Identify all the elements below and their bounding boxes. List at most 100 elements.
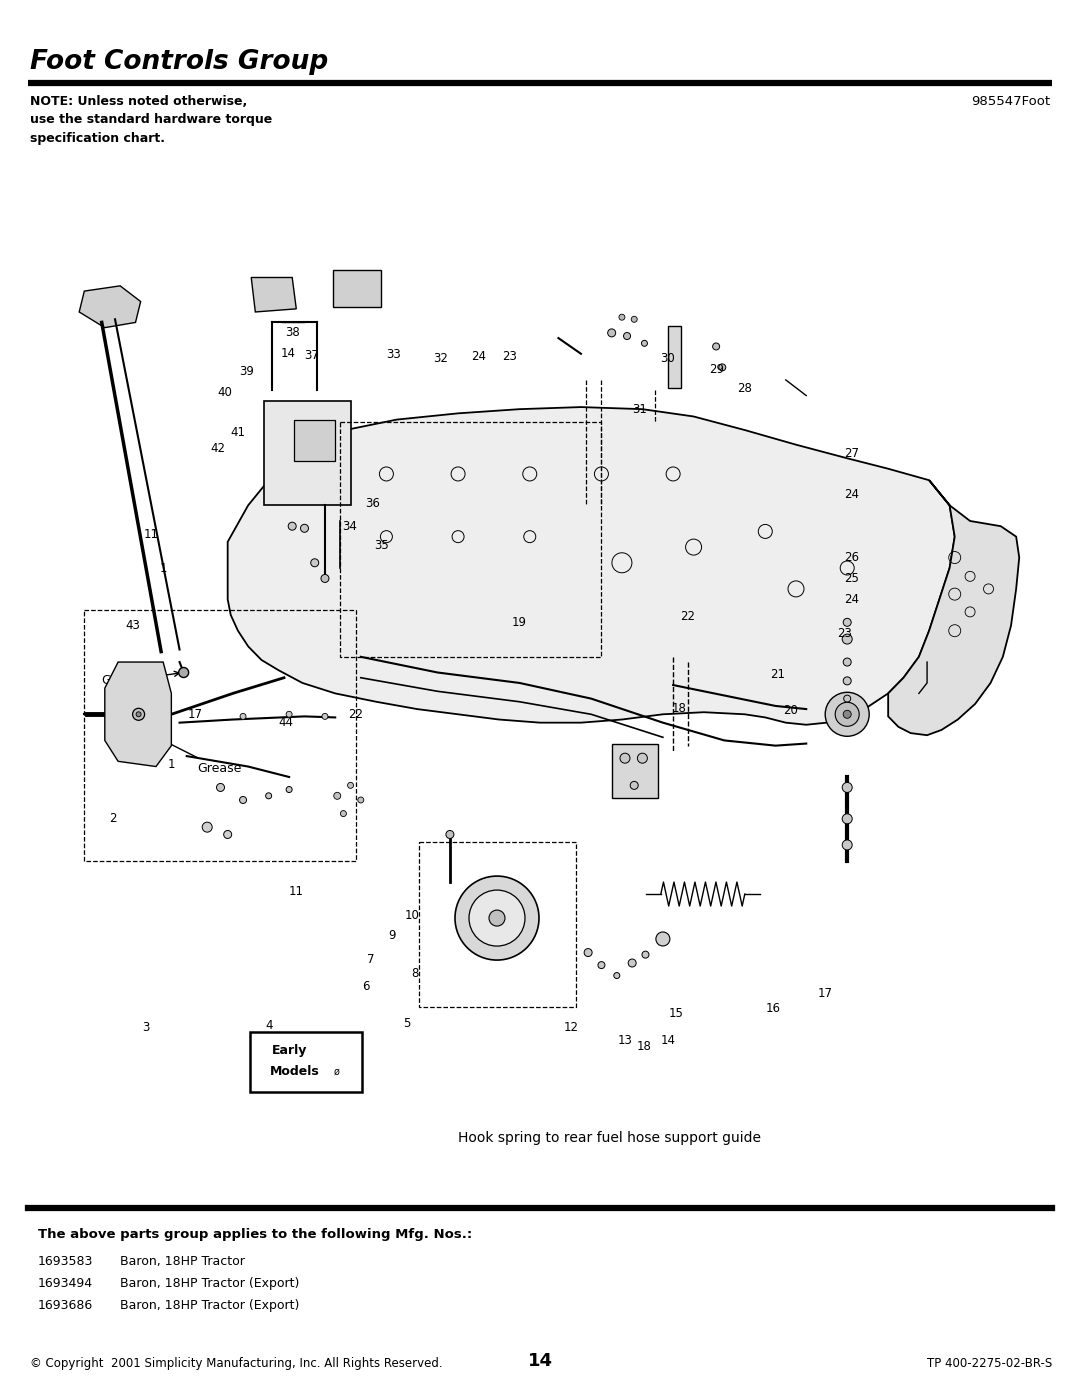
Circle shape — [286, 711, 292, 717]
Text: 10: 10 — [405, 909, 419, 922]
Text: 40: 40 — [217, 386, 232, 400]
Circle shape — [825, 693, 869, 736]
Text: 7: 7 — [367, 953, 375, 967]
Circle shape — [843, 619, 851, 626]
Circle shape — [842, 634, 852, 644]
Circle shape — [240, 714, 246, 719]
Circle shape — [446, 830, 454, 838]
Text: 30: 30 — [661, 352, 675, 366]
Text: 1: 1 — [160, 562, 167, 574]
Text: 44: 44 — [279, 717, 294, 729]
Circle shape — [348, 782, 353, 788]
Text: 985547Foot: 985547Foot — [971, 95, 1050, 108]
Circle shape — [489, 909, 505, 926]
Text: The above parts group applies to the following Mfg. Nos.:: The above parts group applies to the fol… — [38, 1228, 472, 1241]
Text: 22: 22 — [348, 708, 363, 721]
Text: 11: 11 — [288, 886, 303, 898]
Circle shape — [334, 792, 341, 799]
Text: 1693686: 1693686 — [38, 1299, 93, 1312]
Text: 38: 38 — [285, 327, 299, 339]
Circle shape — [629, 958, 636, 967]
Circle shape — [133, 708, 145, 721]
Text: 1693583: 1693583 — [38, 1255, 93, 1268]
Text: 2: 2 — [109, 812, 117, 826]
Circle shape — [631, 316, 637, 323]
Circle shape — [843, 710, 851, 718]
Circle shape — [637, 753, 647, 763]
Circle shape — [623, 332, 631, 339]
Polygon shape — [294, 419, 335, 461]
Text: 17: 17 — [818, 986, 833, 1000]
Circle shape — [619, 314, 625, 320]
Polygon shape — [333, 270, 381, 307]
Text: 43: 43 — [125, 619, 140, 631]
Circle shape — [240, 796, 246, 803]
Text: Grease: Grease — [102, 672, 179, 687]
Circle shape — [842, 840, 852, 849]
Text: 42: 42 — [210, 443, 225, 455]
Circle shape — [598, 961, 605, 968]
Text: 29: 29 — [708, 363, 724, 376]
Text: 19: 19 — [512, 616, 527, 629]
Text: 35: 35 — [374, 538, 389, 552]
Text: 27: 27 — [843, 447, 859, 460]
Circle shape — [288, 522, 296, 531]
Circle shape — [843, 678, 851, 685]
Text: 11: 11 — [144, 528, 159, 541]
Text: 14: 14 — [527, 1352, 553, 1370]
Text: 15: 15 — [669, 1007, 684, 1020]
Text: 20: 20 — [783, 704, 798, 717]
Polygon shape — [79, 286, 140, 328]
Text: ø: ø — [334, 1067, 339, 1077]
Circle shape — [202, 823, 212, 833]
Text: Models: Models — [270, 1065, 320, 1078]
Circle shape — [286, 787, 292, 792]
Text: Baron, 18HP Tractor (Export): Baron, 18HP Tractor (Export) — [120, 1277, 299, 1289]
Circle shape — [321, 574, 329, 583]
Text: 24: 24 — [471, 351, 486, 363]
Text: 1: 1 — [167, 759, 175, 771]
Circle shape — [842, 814, 852, 824]
Text: 14: 14 — [661, 1034, 675, 1046]
Text: 23: 23 — [837, 627, 851, 640]
Circle shape — [216, 784, 225, 792]
Text: Hook spring to rear fuel hose support guide: Hook spring to rear fuel hose support gu… — [458, 1130, 761, 1144]
Circle shape — [656, 932, 670, 946]
Circle shape — [469, 890, 525, 946]
Text: 25: 25 — [843, 571, 859, 585]
Circle shape — [719, 363, 726, 370]
Text: 23: 23 — [502, 351, 516, 363]
Text: 8: 8 — [411, 967, 419, 979]
Circle shape — [340, 810, 347, 817]
Text: 16: 16 — [766, 1003, 781, 1016]
Text: 37: 37 — [305, 349, 319, 362]
Text: TP 400-2275-02-BR-S: TP 400-2275-02-BR-S — [927, 1356, 1052, 1370]
Text: 31: 31 — [632, 402, 647, 416]
Text: 36: 36 — [366, 497, 380, 510]
Text: 13: 13 — [618, 1034, 633, 1046]
Circle shape — [613, 972, 620, 978]
Polygon shape — [105, 662, 172, 767]
Text: NOTE: Unless noted otherwise,
use the standard hardware torque
specification cha: NOTE: Unless noted otherwise, use the st… — [30, 95, 272, 145]
Text: Early: Early — [272, 1045, 308, 1058]
Circle shape — [620, 753, 630, 763]
Circle shape — [266, 793, 272, 799]
Circle shape — [642, 951, 649, 958]
Text: Baron, 18HP Tractor: Baron, 18HP Tractor — [120, 1255, 245, 1268]
Polygon shape — [611, 743, 658, 798]
Text: 22: 22 — [680, 609, 694, 623]
Text: Foot Controls Group: Foot Controls Group — [30, 49, 328, 75]
Text: © Copyright  2001 Simplicity Manufacturing, Inc. All Rights Reserved.: © Copyright 2001 Simplicity Manufacturin… — [30, 1356, 443, 1370]
Text: 26: 26 — [843, 550, 859, 564]
Text: 28: 28 — [738, 381, 753, 395]
Text: 34: 34 — [342, 520, 357, 532]
Circle shape — [631, 781, 638, 789]
Circle shape — [608, 328, 616, 337]
Text: 21: 21 — [770, 668, 785, 682]
Text: 41: 41 — [230, 426, 245, 439]
Text: 14: 14 — [281, 348, 296, 360]
Circle shape — [455, 876, 539, 960]
Polygon shape — [252, 278, 296, 312]
Text: 3: 3 — [143, 1021, 149, 1034]
Text: 17: 17 — [188, 708, 202, 721]
